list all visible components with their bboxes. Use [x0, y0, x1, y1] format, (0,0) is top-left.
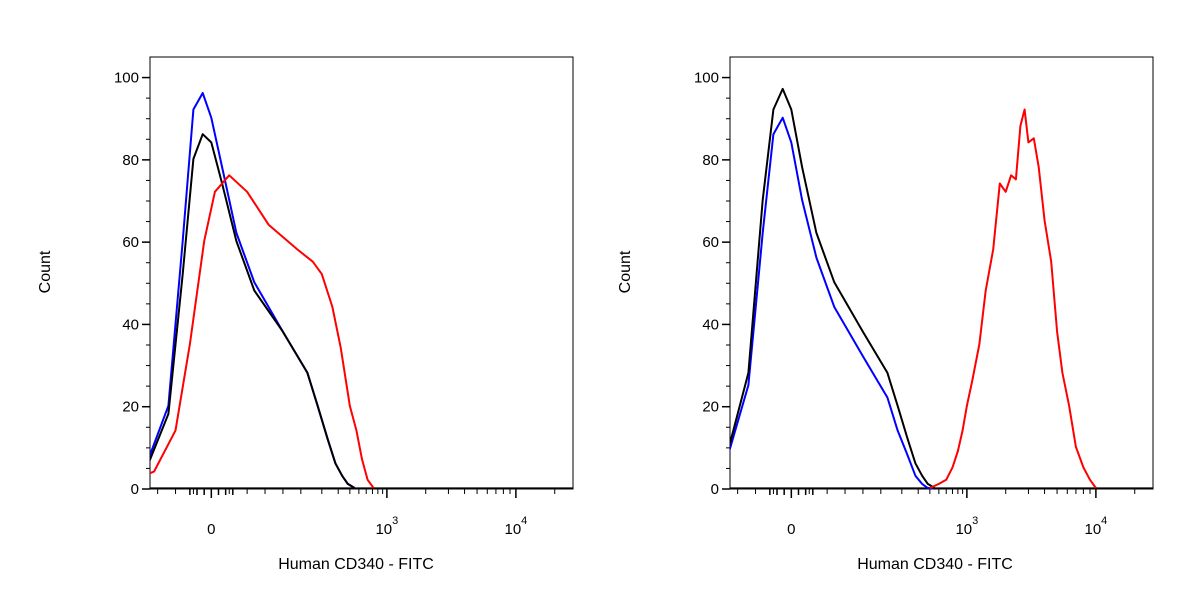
y-tick-label: 60 [122, 234, 139, 251]
y-tick-label: 80 [122, 152, 139, 169]
y-tick-label: 40 [702, 316, 719, 333]
x-tick-label: 0 [207, 521, 215, 538]
histogram-series-2 [150, 133, 356, 489]
series-group [730, 87, 1153, 489]
histogram-series-3 [150, 174, 375, 489]
x-tick-label: 104 [1084, 515, 1107, 538]
x-axis-title: Human CD340 - FITC [857, 556, 1013, 573]
y-tick-label: 100 [114, 70, 139, 87]
y-tick-label: 60 [702, 234, 719, 251]
y-tick-label: 80 [702, 152, 719, 169]
histogram-panel-right: 0 20 40 60 80 100 0 103 104 Human CD340 - FITC Cou… [617, 56, 1154, 573]
plot-frame [149, 56, 574, 490]
y-axis-title: Count [37, 250, 54, 293]
y-tick-label: 20 [702, 399, 719, 416]
y-tick-label: 100 [694, 70, 719, 87]
x-axis-title: Human CD340 - FITC [278, 556, 434, 573]
y-axis-title: Count [617, 250, 634, 293]
x-tick-label: 104 [504, 515, 527, 538]
histogram-series-1 [150, 92, 356, 489]
plot-frame [729, 56, 1154, 490]
y-tick-label: 20 [122, 399, 139, 416]
histogram-series-1 [730, 116, 935, 489]
x-tick-label: 0 [787, 521, 795, 538]
series-group [150, 92, 573, 489]
y-tick-label: 0 [131, 481, 139, 498]
y-tick-label: 0 [711, 481, 719, 498]
histogram-series-2 [730, 87, 936, 489]
histogram-series-3 [929, 108, 1097, 489]
y-tick-label: 40 [122, 316, 139, 333]
histogram-panel-left: 0 20 40 60 80 100 0 103 104 Human CD340 - FITC Cou… [37, 56, 574, 573]
x-tick-label: 103 [375, 515, 398, 538]
x-tick-label: 103 [955, 515, 978, 538]
